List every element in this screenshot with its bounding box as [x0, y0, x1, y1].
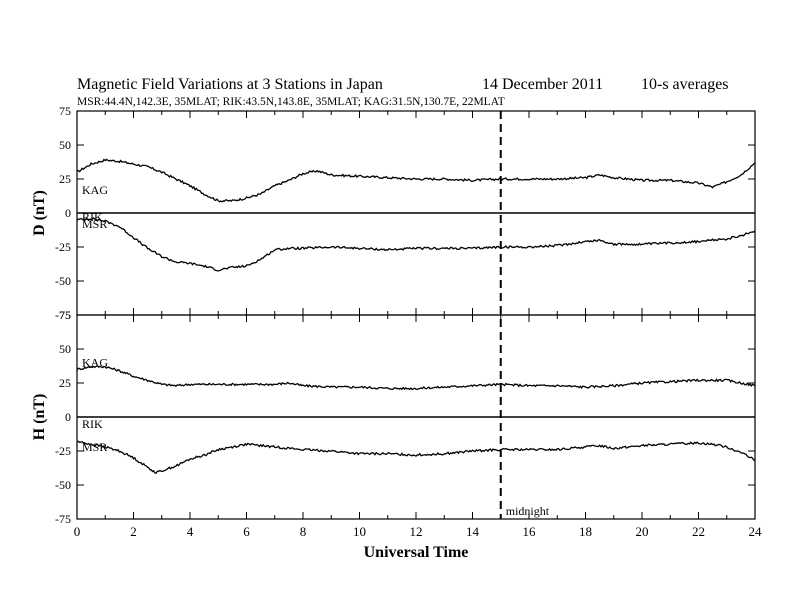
series-line-kag	[76, 158, 756, 203]
chart-subtitle: MSR:44.4N,142.3E, 35MLAT; RIK:43.5N,143.…	[77, 96, 505, 108]
station-label-msr: MSR	[82, 217, 107, 231]
x-tick-label: 14	[466, 524, 480, 539]
x-tick-label: 24	[749, 524, 763, 539]
x-tick-label: 2	[130, 524, 137, 539]
y-tick-label: 50	[59, 342, 71, 356]
y-tick-label: -50	[55, 478, 71, 492]
station-label-rik: RIK	[82, 210, 103, 224]
panel-h-ylabel: H (nT)	[31, 394, 48, 441]
y-tick-label: 50	[59, 138, 71, 152]
y-tick-label: 75	[59, 308, 71, 322]
series-line-msr	[76, 217, 756, 272]
station-label-kag: KAG	[82, 356, 108, 370]
midnight-label: midnight	[506, 504, 550, 518]
axis-ticks: 0 2 4 6 8 10 12 14 16 18 20 22 247550250-25-50-75755…	[55, 104, 762, 539]
chart-date: 14 December 2011	[482, 76, 603, 93]
data-series	[76, 158, 756, 474]
station-label-kag: KAG	[82, 183, 108, 197]
x-tick-label: 10	[353, 524, 366, 539]
station-label-msr: MSR	[82, 440, 107, 454]
chart-title: Magnetic Field Variations at 3 Stations …	[77, 76, 383, 93]
y-tick-label: -25	[55, 240, 71, 254]
y-tick-label: -75	[55, 308, 71, 322]
chart-averaging: 10-s averages	[641, 76, 729, 93]
y-tick-label: -75	[55, 512, 71, 526]
x-tick-label: 8	[300, 524, 307, 539]
x-tick-label: 12	[410, 524, 423, 539]
y-tick-label: 0	[65, 410, 71, 424]
y-tick-label: 0	[65, 206, 71, 220]
y-tick-label: 75	[59, 104, 71, 118]
y-tick-label: -25	[55, 444, 71, 458]
x-tick-label: 20	[636, 524, 649, 539]
panel-d-ylabel: D (nT)	[31, 190, 48, 236]
x-tick-label: 6	[243, 524, 250, 539]
x-tick-label: 18	[579, 524, 592, 539]
y-tick-label: 25	[59, 376, 71, 390]
x-tick-label: 0	[74, 524, 81, 539]
x-axis-label: Universal Time	[364, 544, 469, 561]
x-tick-label: 4	[187, 524, 194, 539]
y-tick-label: 25	[59, 172, 71, 186]
x-tick-label: 22	[692, 524, 705, 539]
y-tick-label: -50	[55, 274, 71, 288]
series-line-msr	[76, 440, 756, 474]
series-line-kag	[76, 365, 756, 391]
station-label-rik: RIK	[82, 417, 103, 431]
x-tick-label: 16	[523, 524, 537, 539]
